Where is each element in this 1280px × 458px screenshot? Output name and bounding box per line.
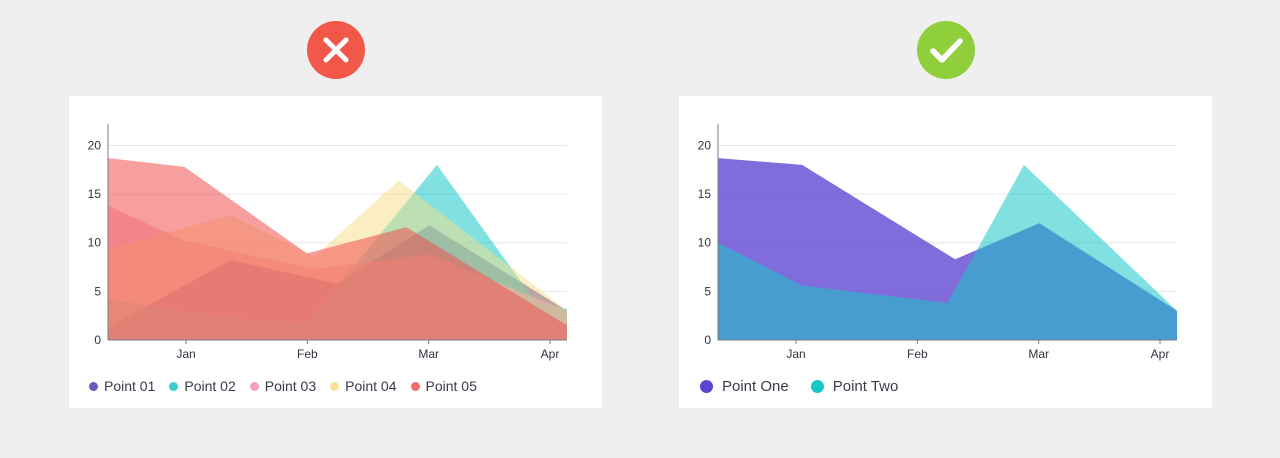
x-tick-label: Feb: [907, 347, 928, 361]
legend-label: Point Two: [832, 377, 899, 395]
good-chart-legend: Point One Point Two: [700, 376, 920, 396]
y-tick-label: 0: [94, 333, 101, 347]
x-tick-label: Mar: [1028, 347, 1049, 361]
x-tick-label: Jan: [786, 347, 805, 361]
legend-swatch: [330, 381, 340, 391]
area-series-2: [718, 164, 1177, 340]
check-icon: [917, 21, 975, 79]
area-series-5: [108, 158, 567, 340]
good-chart-card: 0 5 10 15 20 Jan Feb Mar Apr Point One Point Two: [679, 96, 1212, 408]
y-tick-label: 0: [704, 333, 711, 347]
y-tick-label: 5: [94, 284, 101, 298]
legend-swatch: [89, 381, 98, 391]
y-tick-label: 20: [88, 138, 102, 152]
legend-item[interactable]: Point One: [700, 378, 789, 395]
y-tick-label: 10: [88, 236, 102, 250]
legend-swatch: [169, 381, 179, 391]
x-tick-label: Apr: [541, 347, 560, 361]
legend-label: Point 01: [104, 378, 156, 394]
bad-chart-legend: Point 01 Point 02 Point 03 Point 04 Point 05: [89, 376, 491, 396]
bad-example-badge: [307, 21, 365, 79]
legend-swatch: [410, 381, 420, 391]
y-tick-label: 15: [698, 187, 712, 201]
y-tick-label: 10: [698, 236, 712, 250]
legend-item[interactable]: Point 05: [410, 378, 477, 394]
legend-item[interactable]: Point Two: [810, 377, 899, 395]
legend-item[interactable]: Point 04: [330, 378, 397, 394]
y-tick-label: 5: [704, 284, 711, 298]
y-tick-label: 15: [88, 187, 102, 201]
close-icon: [307, 21, 365, 79]
legend-swatch: [249, 381, 259, 391]
legend-label: Point One: [722, 377, 789, 395]
good-example-badge: [917, 21, 975, 79]
good-area-chart: 0 5 10 15 20 Jan Feb Mar Apr: [698, 124, 1177, 361]
x-tick-label: Mar: [418, 347, 439, 361]
legend-label: Point 05: [425, 378, 477, 394]
legend-item[interactable]: Point 02: [169, 378, 236, 394]
legend-swatch: [810, 379, 824, 393]
legend-label: Point 02: [184, 378, 236, 394]
x-tick-label: Apr: [1151, 347, 1170, 361]
legend-item[interactable]: Point 03: [249, 378, 317, 394]
legend-swatch: [700, 379, 713, 393]
x-tick-label: Feb: [297, 347, 318, 361]
legend-label: Point 03: [264, 378, 317, 394]
legend-item[interactable]: Point 01: [89, 378, 155, 394]
bad-area-chart: 0 5 10 15 20 Jan Feb Mar Apr: [88, 124, 567, 361]
y-tick-label: 20: [698, 138, 712, 152]
x-tick-label: Jan: [176, 347, 195, 361]
legend-label: Point 04: [345, 378, 397, 394]
bad-chart-card: 0 5 10 15 20 Jan Feb Mar Apr Point 01 Point 02 Poi…: [69, 96, 602, 408]
